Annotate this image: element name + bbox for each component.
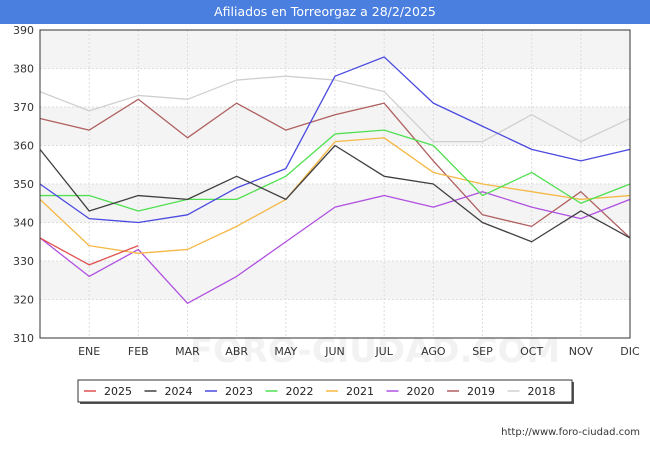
series-line-2022 xyxy=(40,129,631,212)
x-tick-label: NOV xyxy=(569,345,594,358)
source-url: http://www.foro-ciudad.com xyxy=(501,427,640,438)
series-line-2019 xyxy=(39,98,631,239)
series-line-2024 xyxy=(39,144,631,243)
legend-label: 2025 xyxy=(104,385,132,398)
y-tick-label: 390 xyxy=(13,24,34,37)
y-tick-label: 340 xyxy=(13,217,34,230)
x-tick-label: ENE xyxy=(78,345,100,358)
series-line-2023 xyxy=(39,56,631,224)
x-tick-label: SEP xyxy=(472,345,493,358)
series-line-2025 xyxy=(39,237,139,266)
legend-label: 2020 xyxy=(407,385,435,398)
y-tick-label: 310 xyxy=(13,332,34,345)
x-tick-label: JUN xyxy=(324,345,345,358)
y-tick-label: 360 xyxy=(13,140,34,153)
x-tick-label: AGO xyxy=(421,345,446,358)
series-line-2018 xyxy=(39,75,631,143)
y-tick-label: 380 xyxy=(13,63,34,76)
x-tick-label: ABR xyxy=(225,345,248,358)
x-tick-label: MAR xyxy=(175,345,200,358)
x-tick-label: MAY xyxy=(274,345,297,358)
series-line-2021 xyxy=(39,137,631,254)
x-tick-label: OCT xyxy=(520,345,543,358)
series-line-2020 xyxy=(39,191,631,305)
legend-label: 2019 xyxy=(467,385,495,398)
legend-label: 2022 xyxy=(286,385,314,398)
legend-label: 2024 xyxy=(165,385,193,398)
y-tick-label: 330 xyxy=(13,255,34,268)
x-tick-label: DIC xyxy=(620,345,640,358)
legend-label: 2023 xyxy=(225,385,253,398)
plot-border xyxy=(39,29,631,339)
legend-label: 2021 xyxy=(346,385,374,398)
chart-title: Afiliados en Torreorgaz a 28/2/2025 xyxy=(0,0,650,24)
y-tick-label: 350 xyxy=(13,178,34,191)
legend-label: 2018 xyxy=(528,385,556,398)
y-tick-label: 370 xyxy=(13,101,34,114)
watermark: FORO-CIUDAD.COM xyxy=(190,331,561,371)
y-tick-label: 320 xyxy=(13,294,34,307)
x-tick-label: JUL xyxy=(374,345,393,358)
x-tick-label: FEB xyxy=(128,345,149,358)
legend-box xyxy=(77,379,573,403)
